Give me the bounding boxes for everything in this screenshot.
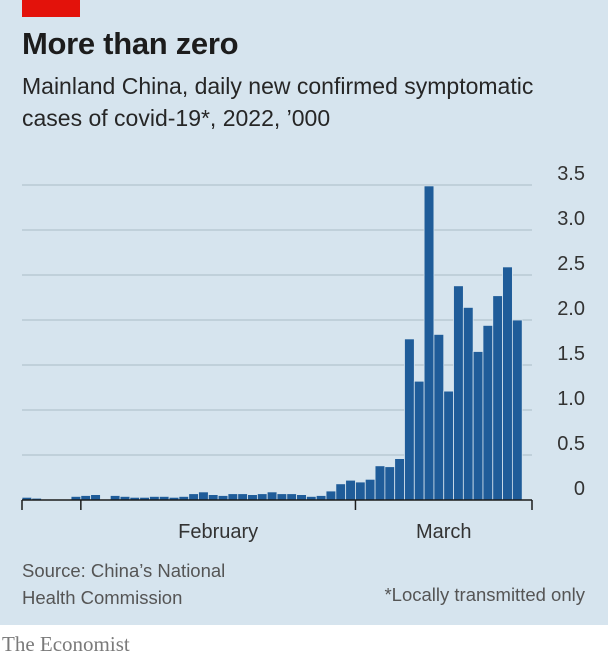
bar (188, 493, 199, 501)
y-tick-label: 1.0 (557, 388, 585, 410)
bar (266, 491, 278, 501)
bar (462, 306, 474, 501)
bar (423, 185, 435, 501)
bar (286, 493, 298, 501)
y-tick-label: 0 (574, 478, 585, 500)
source-note: Source: China’s National Health Commissi… (22, 560, 226, 608)
brand-accent-tag (22, 0, 80, 17)
bar (511, 319, 523, 501)
y-tick-label: 3.5 (557, 163, 585, 185)
bar (374, 465, 386, 501)
bar (394, 458, 405, 501)
chart-subtitle: Mainland China, daily new confirmed symp… (22, 73, 534, 131)
bar (296, 494, 307, 501)
bar (404, 338, 415, 501)
bar (413, 380, 425, 501)
x-tick-label: February (178, 521, 258, 543)
bar (492, 295, 503, 501)
bar (90, 494, 101, 501)
bar (256, 493, 268, 501)
footnote: *Locally transmitted only (384, 584, 585, 605)
brand-band (0, 625, 608, 662)
bar (384, 466, 396, 501)
bar (325, 490, 337, 501)
bar (364, 478, 376, 501)
bar (355, 481, 366, 501)
bar (276, 493, 288, 501)
bar (482, 324, 494, 501)
bar (247, 494, 258, 501)
bar (345, 479, 356, 501)
bar (335, 483, 347, 501)
y-tick-label: 3.0 (557, 208, 585, 230)
bar (443, 390, 454, 501)
x-tick-label: March (416, 521, 472, 543)
bar (207, 494, 219, 501)
y-tick-label: 0.5 (557, 433, 585, 455)
y-tick-label: 1.5 (557, 343, 585, 365)
bar (237, 493, 248, 501)
bar (227, 493, 239, 501)
brand-name: The Economist (2, 632, 130, 656)
y-tick-label: 2.0 (557, 298, 585, 320)
bar-chart: 0 0.5 1.0 1.5 2.0 2.5 3.0 3.5 February March (21, 163, 585, 543)
bar (502, 266, 513, 501)
bar (433, 333, 445, 501)
chart-title: More than zero (22, 26, 239, 61)
bar (472, 351, 484, 501)
bar (198, 491, 209, 501)
y-tick-label: 2.5 (557, 253, 585, 275)
bar (453, 285, 464, 501)
